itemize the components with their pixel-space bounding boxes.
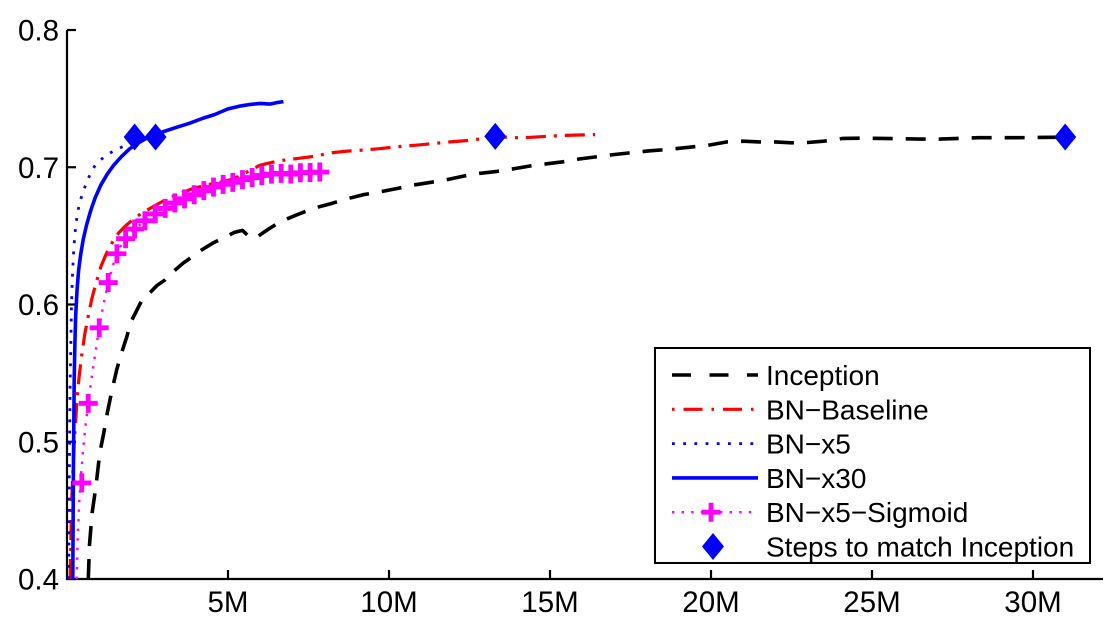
series-steps-to-match-inception bbox=[123, 122, 1077, 151]
legend-entry-bn-baseline: BN−Baseline bbox=[672, 394, 929, 425]
plus-marker bbox=[184, 185, 204, 205]
x-tick-label: 20M bbox=[682, 586, 739, 619]
plus-marker bbox=[72, 473, 92, 493]
series-inception bbox=[86, 135, 1066, 580]
plus-marker bbox=[175, 189, 195, 209]
series-bn-x30 bbox=[71, 99, 284, 580]
x-tick-label: 5M bbox=[208, 586, 249, 619]
plus-marker bbox=[204, 177, 224, 197]
legend-entry-bn-x5: BN−x5 bbox=[672, 429, 851, 460]
plus-marker bbox=[223, 172, 243, 192]
plus-marker bbox=[116, 229, 136, 249]
diamond-marker bbox=[484, 122, 507, 150]
legend-label: BN−Baseline bbox=[766, 394, 929, 425]
plus-marker bbox=[155, 198, 175, 218]
plus-marker bbox=[98, 273, 118, 293]
y-tick-label: 0.8 bbox=[18, 15, 59, 48]
x-tick-label: 25M bbox=[843, 586, 900, 619]
plus-marker bbox=[89, 318, 109, 338]
plus-marker bbox=[145, 204, 165, 224]
legend-box bbox=[654, 347, 1091, 564]
legend-entry-steps-to-match-inception: Steps to match Inception bbox=[702, 532, 1074, 563]
diamond-marker bbox=[702, 533, 724, 560]
diamond-marker bbox=[1054, 123, 1077, 151]
plus-marker bbox=[78, 393, 98, 413]
legend-label: BN−x5 bbox=[766, 429, 851, 460]
legend-entry-inception: Inception bbox=[672, 360, 880, 391]
plus-marker bbox=[194, 181, 214, 201]
diamond-marker bbox=[144, 123, 167, 151]
plus-marker bbox=[165, 193, 185, 213]
diamond-marker bbox=[123, 123, 146, 151]
plus-marker bbox=[310, 162, 330, 182]
series-bn-x5-sigmoid bbox=[72, 162, 330, 580]
plus-marker bbox=[125, 219, 145, 239]
x-tick-label: 10M bbox=[360, 586, 417, 619]
x-tick-label: 30M bbox=[1004, 586, 1061, 619]
y-tick-label: 0.7 bbox=[18, 152, 59, 185]
plus-marker bbox=[135, 211, 155, 231]
legend-label: BN−x30 bbox=[766, 463, 866, 494]
legend-label: BN−x5−Sigmoid bbox=[766, 497, 968, 528]
legend-label: Inception bbox=[766, 360, 880, 391]
plus-marker bbox=[701, 502, 721, 522]
axes: 5M 10M 15M 20M 25M 30M 0.4 0.5 0.6 0.7 0.8 bbox=[18, 15, 1103, 619]
y-tick-label: 0.5 bbox=[18, 426, 59, 459]
y-tick-label: 0.4 bbox=[18, 564, 59, 597]
legend-entry-bn-x30: BN−x30 bbox=[672, 463, 866, 494]
y-tick-label: 0.6 bbox=[18, 289, 59, 322]
legend-entry-bn-x5-sigmoid: BN−x5−Sigmoid bbox=[672, 497, 968, 528]
series-bn-x5 bbox=[67, 141, 137, 580]
x-tick-label: 15M bbox=[521, 586, 578, 619]
plus-marker bbox=[107, 244, 127, 264]
legend-label: Steps to match Inception bbox=[766, 532, 1074, 563]
